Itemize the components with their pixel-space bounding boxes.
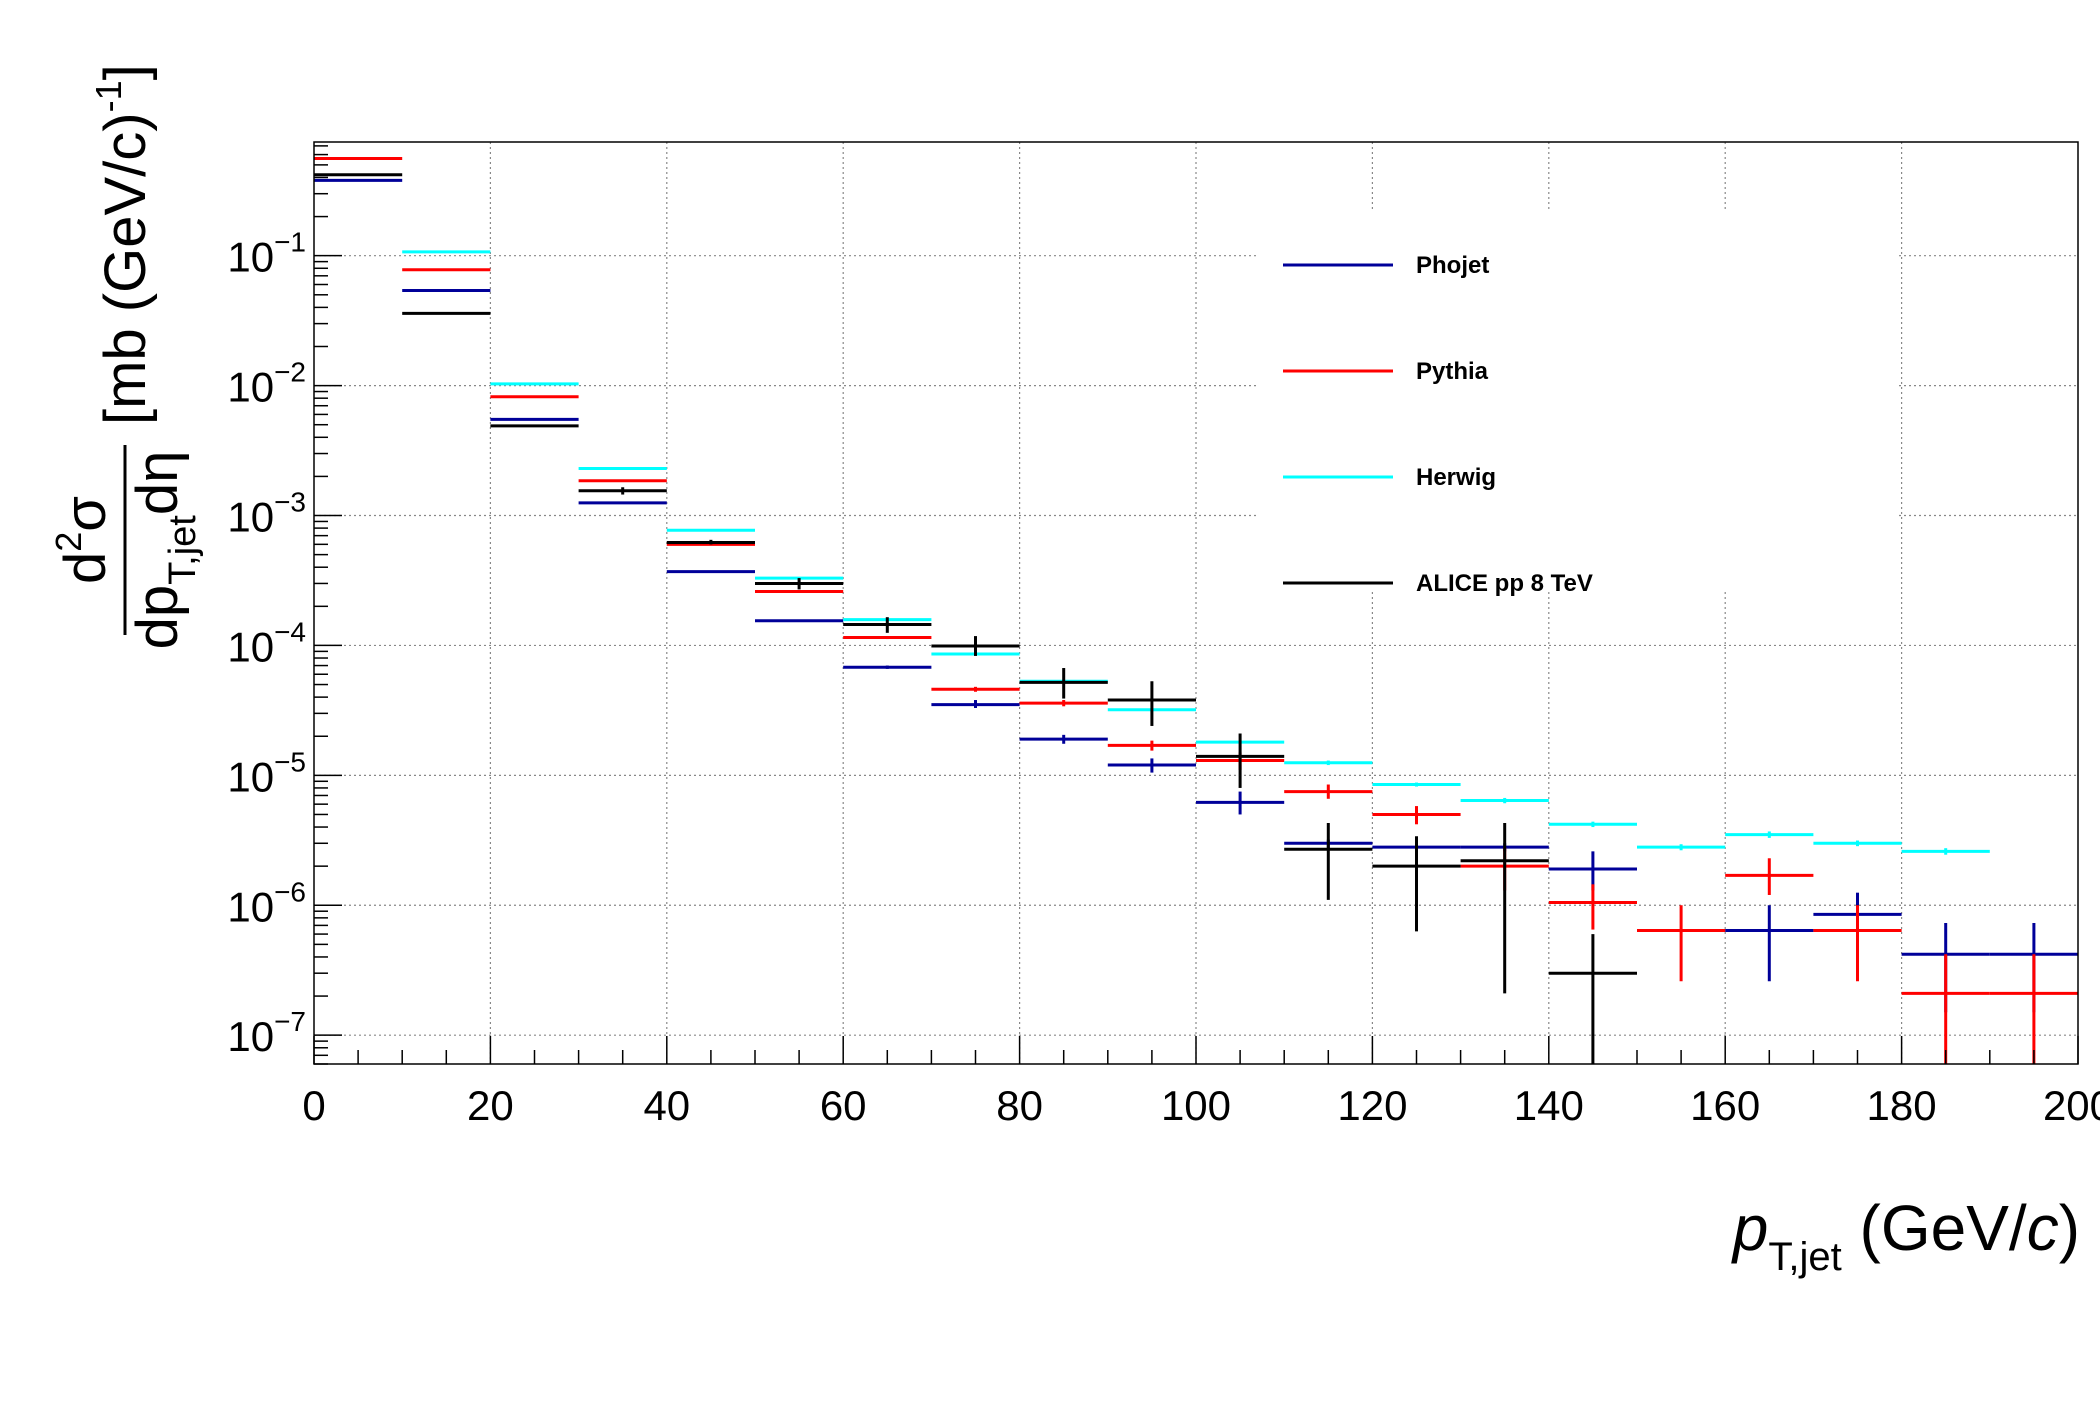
y-tick-label: 10−4 [227, 616, 306, 670]
y-axis-title-sigma: σ [53, 496, 118, 532]
data-point [1989, 954, 2078, 1064]
axes: 0 20 40 60 80 100 120 140 160 180 200 10−1 10−2 10−3 1… [227, 145, 2100, 1129]
data-point [1372, 806, 1461, 825]
data-point [1019, 668, 1108, 699]
data-point [1813, 905, 1902, 982]
legend-label: Phojet [1416, 252, 1489, 279]
data-point [1372, 782, 1461, 787]
x-axis-title-unit-open: (GeV/ [1842, 1192, 2027, 1264]
y-tick-label: 10−5 [227, 746, 306, 800]
y-axis-title-close: ] [93, 64, 158, 80]
y-tick-label: 10−1 [227, 227, 306, 281]
series-group [314, 156, 2078, 1064]
y-axis-title-dp: dp [125, 585, 190, 650]
data-point [1107, 758, 1196, 773]
y-tick-label: 10−6 [227, 876, 306, 930]
x-tick-label: 80 [996, 1082, 1043, 1129]
data-point [1284, 784, 1373, 799]
y-axis-title-numerator: d2σ [48, 496, 118, 584]
data-point [1725, 905, 1814, 982]
data-point [1460, 822, 1549, 994]
data-point [931, 686, 1020, 692]
data-point [1725, 858, 1814, 895]
data-point [578, 487, 667, 495]
legend-label: Herwig [1416, 464, 1496, 491]
y-axis-title-units-main: [mb (GeV/c) [93, 112, 158, 425]
data-point [1196, 733, 1285, 788]
x-tick-label: 160 [1690, 1082, 1760, 1129]
legend-label: Pythia [1416, 358, 1489, 385]
x-axis-title-unit-close: ) [2059, 1192, 2080, 1264]
data-point [666, 539, 755, 545]
y-axis-title-exp: -1 [88, 80, 129, 112]
x-tick-label: 60 [820, 1082, 867, 1129]
data-point [1284, 760, 1373, 766]
grid [314, 142, 2078, 1064]
data-point [931, 700, 1020, 708]
y-axis-title-d: d [53, 552, 118, 584]
x-tick-label: 0 [302, 1082, 325, 1129]
data-point [1548, 934, 1637, 1064]
data-point [843, 617, 932, 633]
data-point [843, 665, 932, 669]
y-axis-title: d2σ dpT,jetdη [mb (GeV/c)-1] [48, 64, 204, 649]
x-tick-label: 140 [1514, 1082, 1584, 1129]
y-axis-title-sub: T,jet [162, 515, 204, 585]
data-point [1284, 822, 1373, 900]
y-tick-label: 10−7 [227, 1006, 306, 1060]
data-point [1019, 734, 1108, 744]
y-axis-title-denominator: dpT,jetdη [125, 451, 204, 650]
data-point [1637, 844, 1726, 851]
data-point [1548, 884, 1637, 930]
data-point [1460, 797, 1549, 804]
y-axis-title-units: [mb (GeV/c)-1] [88, 64, 158, 425]
y-axis-title-deta: dη [125, 451, 190, 516]
data-point [843, 636, 932, 640]
y-tick-label: 10−2 [227, 357, 306, 411]
x-tick-label: 180 [1867, 1082, 1937, 1129]
x-axis-title-main: p [1731, 1192, 1769, 1264]
y-tick-label: 10−3 [227, 487, 306, 541]
legend: Phojet Pythia Herwig ALICE pp 8 TeV [1258, 212, 1898, 597]
data-point [1901, 954, 1990, 1064]
data-point [1901, 848, 1990, 855]
series-alice-pp-8-tev [314, 173, 1637, 1064]
y-axis-title-sup2: 2 [48, 532, 89, 552]
data-point [755, 578, 844, 590]
x-tick-label: 200 [2043, 1082, 2100, 1129]
data-point [1548, 851, 1637, 891]
data-point [1196, 791, 1285, 815]
series-herwig [402, 250, 1990, 855]
series-phojet [314, 178, 2078, 1013]
legend-background [1258, 212, 1898, 592]
legend-label: ALICE pp 8 TeV [1416, 570, 1593, 597]
data-point [1019, 700, 1108, 707]
x-tick-label: 20 [467, 1082, 514, 1129]
x-tick-label: 120 [1337, 1082, 1407, 1129]
x-axis-title: pT,jet (GeV/c) [1731, 1192, 2080, 1279]
x-axis-title-sub: T,jet [1768, 1235, 1841, 1279]
data-point [931, 636, 1020, 656]
x-tick-label: 100 [1161, 1082, 1231, 1129]
data-point [1372, 836, 1461, 932]
data-point [1107, 740, 1196, 751]
data-point [1548, 821, 1637, 828]
data-point [1725, 831, 1814, 838]
data-point [1637, 905, 1726, 982]
data-point [1813, 840, 1902, 847]
x-axis-title-unit-c: c [2027, 1192, 2059, 1264]
data-point [1107, 681, 1196, 726]
x-tick-label: 40 [643, 1082, 690, 1129]
